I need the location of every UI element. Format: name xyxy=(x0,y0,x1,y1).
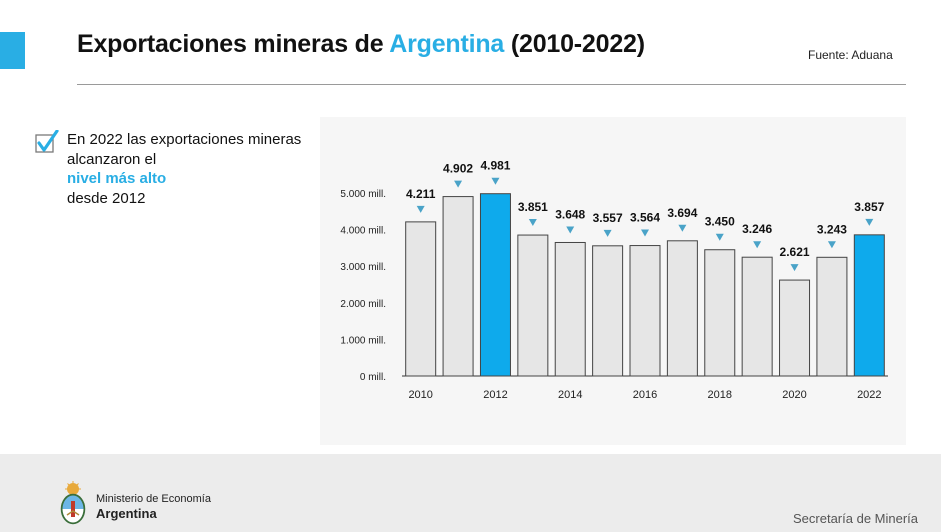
data-label-2021: 3.243 xyxy=(817,222,847,236)
y-tick-label: 5.000 mill. xyxy=(340,189,386,200)
bar-2020 xyxy=(779,279,811,377)
bullet-line-1: En 2022 las exportaciones mineras alcanz… xyxy=(67,131,302,168)
value-marker-2016 xyxy=(641,229,649,237)
data-label-2012: 4.981 xyxy=(480,159,510,173)
ministry-name: Ministerio de Economía xyxy=(96,493,211,505)
y-tick-label: 0 mill. xyxy=(360,372,386,383)
data-label-2013: 3.851 xyxy=(518,200,548,214)
bar-2013 xyxy=(517,234,549,377)
title-highlight: Argentina xyxy=(389,30,505,58)
data-label-2010: 4.211 xyxy=(406,187,436,201)
data-label-2018: 3.450 xyxy=(705,215,735,229)
header-divider xyxy=(77,84,906,85)
x-tick-label-2022: 2022 xyxy=(857,389,881,401)
value-marker-2022 xyxy=(865,218,874,226)
bar-2019 xyxy=(741,256,773,377)
data-label-2015: 3.557 xyxy=(593,211,623,225)
data-label-2011: 4.902 xyxy=(443,162,473,176)
secretaria-name: Secretaría de Minería xyxy=(793,511,919,526)
y-tick-label: 2.000 mill. xyxy=(340,299,386,310)
data-label-2022: 3.857 xyxy=(854,200,884,214)
value-marker-2011 xyxy=(454,180,463,188)
bar-2012 xyxy=(479,193,511,377)
value-marker-2021 xyxy=(827,241,836,249)
bar-2016 xyxy=(629,245,661,377)
value-marker-2017 xyxy=(678,224,687,232)
bar-chart: 0 mill. 1.000 mill. 2.000 mill. 3.000 mill.… xyxy=(340,159,888,401)
title-prefix: Exportaciones mineras de xyxy=(77,30,390,58)
data-label-2020: 2.621 xyxy=(780,245,810,259)
value-marker-2019 xyxy=(753,241,762,249)
x-tick-label-2018: 2018 xyxy=(708,389,732,401)
bullet-highlight: nivel más alto xyxy=(67,170,167,187)
checkmark-icon xyxy=(35,130,59,153)
value-marker-2013 xyxy=(528,219,537,227)
value-marker-2012 xyxy=(491,177,500,185)
bullet-text: En 2022 las exportaciones mineras alcanz… xyxy=(67,130,307,208)
coat-of-arms-icon xyxy=(60,481,86,525)
y-tick-label: 4.000 mill. xyxy=(340,226,386,237)
bullet-line-3: desde 2012 xyxy=(67,189,146,207)
bar-2022 xyxy=(853,234,885,377)
bar-2011 xyxy=(442,196,474,377)
value-marker-2015 xyxy=(603,229,612,237)
x-tick-label-2016: 2016 xyxy=(633,389,657,401)
bar-2021 xyxy=(816,256,848,377)
bar-2014 xyxy=(554,241,586,377)
value-marker-2018 xyxy=(715,233,724,241)
accent-block xyxy=(0,32,25,69)
country-name: Argentina xyxy=(96,506,157,521)
y-tick-label: 3.000 mill. xyxy=(340,262,386,273)
x-tick-label-2020: 2020 xyxy=(782,389,806,401)
y-tick-label: 1.000 mill. xyxy=(340,335,386,346)
title-suffix: (2010-2022) xyxy=(504,30,645,58)
data-label-2014: 3.648 xyxy=(555,207,585,221)
source-label: Fuente: Aduana xyxy=(808,48,893,62)
bar-2018 xyxy=(704,249,736,377)
value-marker-2010 xyxy=(416,205,425,213)
x-tick-label-2014: 2014 xyxy=(558,389,582,401)
data-label-2016: 3.564 xyxy=(630,211,660,225)
footer xyxy=(0,454,941,532)
value-marker-2020 xyxy=(790,264,799,272)
page-title: Exportaciones mineras de Argentina (2010… xyxy=(77,30,645,59)
x-tick-label-2012: 2012 xyxy=(483,389,507,401)
bar-2010 xyxy=(405,221,437,377)
bar-2015 xyxy=(592,245,624,377)
data-label-2019: 3.246 xyxy=(742,222,772,236)
chart-panel: 0 mill. 1.000 mill. 2.000 mill. 3.000 mill.… xyxy=(320,117,906,445)
bar-2017 xyxy=(666,240,698,377)
data-label-2017: 3.694 xyxy=(667,206,697,220)
x-tick-label-2010: 2010 xyxy=(408,389,432,401)
value-marker-2014 xyxy=(566,226,575,234)
